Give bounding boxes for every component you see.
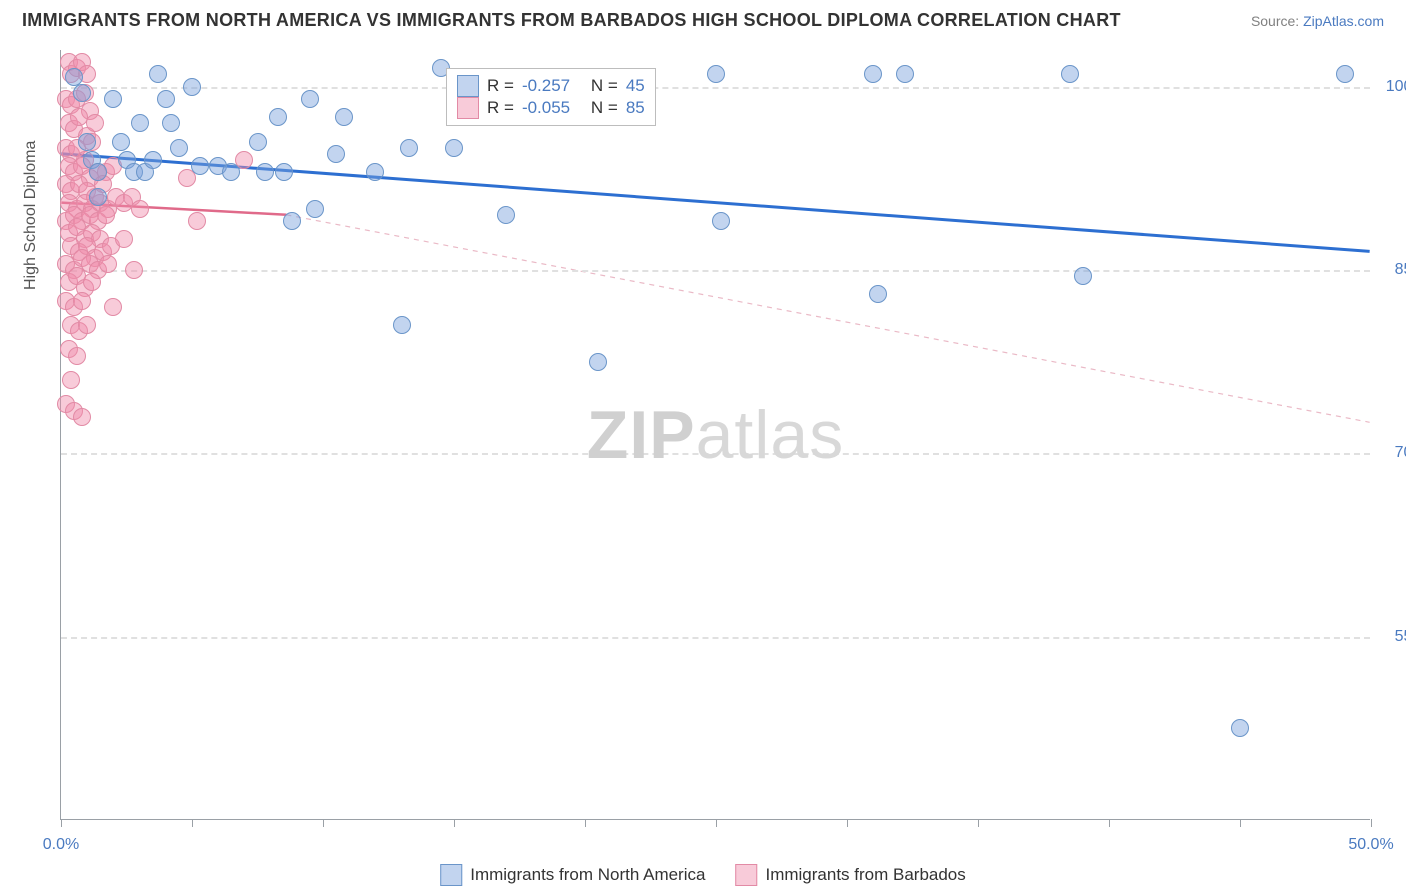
scatter-point	[1231, 719, 1249, 737]
trend-lines	[61, 50, 1370, 819]
scatter-point	[97, 206, 115, 224]
scatter-point	[497, 206, 515, 224]
legend-bottom: Immigrants from North America Immigrants…	[440, 864, 966, 886]
scatter-point	[249, 133, 267, 151]
legend-stats-row-0: R = -0.257 N = 45	[457, 75, 645, 97]
scatter-point	[589, 353, 607, 371]
scatter-point	[445, 139, 463, 157]
chart-container: IMMIGRANTS FROM NORTH AMERICA VS IMMIGRA…	[0, 0, 1406, 892]
scatter-point	[366, 163, 384, 181]
scatter-point	[131, 114, 149, 132]
scatter-point	[188, 212, 206, 230]
xtick	[323, 819, 324, 827]
scatter-point	[712, 212, 730, 230]
scatter-point	[131, 200, 149, 218]
watermark: ZIPatlas	[587, 396, 844, 474]
xtick-label: 50.0%	[1348, 836, 1393, 854]
xtick	[978, 819, 979, 827]
title-bar: IMMIGRANTS FROM NORTH AMERICA VS IMMIGRA…	[0, 0, 1406, 39]
scatter-point	[222, 163, 240, 181]
source-link[interactable]: ZipAtlas.com	[1303, 13, 1384, 29]
scatter-point	[283, 212, 301, 230]
legend-bottom-swatch-1	[735, 864, 757, 886]
legend-bottom-item-1: Immigrants from Barbados	[735, 864, 965, 886]
scatter-point	[62, 371, 80, 389]
scatter-point	[707, 65, 725, 83]
scatter-point	[157, 90, 175, 108]
ytick-label: 55.0%	[1380, 628, 1406, 646]
scatter-point	[125, 261, 143, 279]
legend-swatch-0	[457, 75, 479, 97]
scatter-point	[256, 163, 274, 181]
scatter-point	[1336, 65, 1354, 83]
ytick-label: 85.0%	[1380, 261, 1406, 279]
xtick	[61, 819, 62, 827]
scatter-point	[183, 78, 201, 96]
xtick	[1240, 819, 1241, 827]
plot-area: ZIPatlas R = -0.257 N = 45 R = -0.055 N …	[60, 50, 1370, 820]
xtick	[847, 819, 848, 827]
scatter-point	[301, 90, 319, 108]
legend-swatch-1	[457, 97, 479, 119]
scatter-point	[89, 163, 107, 181]
scatter-point	[864, 65, 882, 83]
legend-stats-row-1: R = -0.055 N = 85	[457, 97, 645, 119]
scatter-point	[269, 108, 287, 126]
trend-line	[286, 215, 1369, 423]
scatter-point	[99, 255, 117, 273]
scatter-point	[112, 133, 130, 151]
legend-bottom-item-0: Immigrants from North America	[440, 864, 705, 886]
y-axis-label: High School Diploma	[22, 141, 40, 290]
scatter-point	[89, 188, 107, 206]
scatter-point	[393, 316, 411, 334]
ytick-label: 70.0%	[1380, 444, 1406, 462]
xtick-label: 0.0%	[43, 836, 79, 854]
xtick	[192, 819, 193, 827]
legend-stats: R = -0.257 N = 45 R = -0.055 N = 85	[446, 68, 656, 126]
scatter-point	[162, 114, 180, 132]
legend-bottom-swatch-0	[440, 864, 462, 886]
scatter-point	[73, 408, 91, 426]
scatter-point	[78, 316, 96, 334]
xtick	[716, 819, 717, 827]
scatter-point	[1061, 65, 1079, 83]
scatter-point	[869, 285, 887, 303]
gridline	[61, 270, 1370, 272]
scatter-point	[400, 139, 418, 157]
scatter-point	[86, 114, 104, 132]
gridline	[61, 87, 1370, 89]
scatter-point	[327, 145, 345, 163]
scatter-point	[896, 65, 914, 83]
chart-title: IMMIGRANTS FROM NORTH AMERICA VS IMMIGRA…	[22, 10, 1121, 31]
xtick	[1109, 819, 1110, 827]
scatter-point	[306, 200, 324, 218]
xtick	[1371, 819, 1372, 827]
scatter-point	[170, 139, 188, 157]
gridline	[61, 637, 1370, 639]
xtick	[585, 819, 586, 827]
xtick	[454, 819, 455, 827]
scatter-point	[115, 230, 133, 248]
scatter-point	[191, 157, 209, 175]
scatter-point	[149, 65, 167, 83]
gridline	[61, 453, 1370, 455]
scatter-point	[275, 163, 293, 181]
scatter-point	[83, 273, 101, 291]
source-label: Source: ZipAtlas.com	[1251, 13, 1384, 29]
scatter-point	[73, 84, 91, 102]
scatter-point	[78, 133, 96, 151]
scatter-point	[1074, 267, 1092, 285]
scatter-point	[104, 90, 122, 108]
scatter-point	[73, 292, 91, 310]
scatter-point	[68, 347, 86, 365]
scatter-point	[144, 151, 162, 169]
ytick-label: 100.0%	[1380, 78, 1406, 96]
scatter-point	[104, 298, 122, 316]
scatter-point	[335, 108, 353, 126]
